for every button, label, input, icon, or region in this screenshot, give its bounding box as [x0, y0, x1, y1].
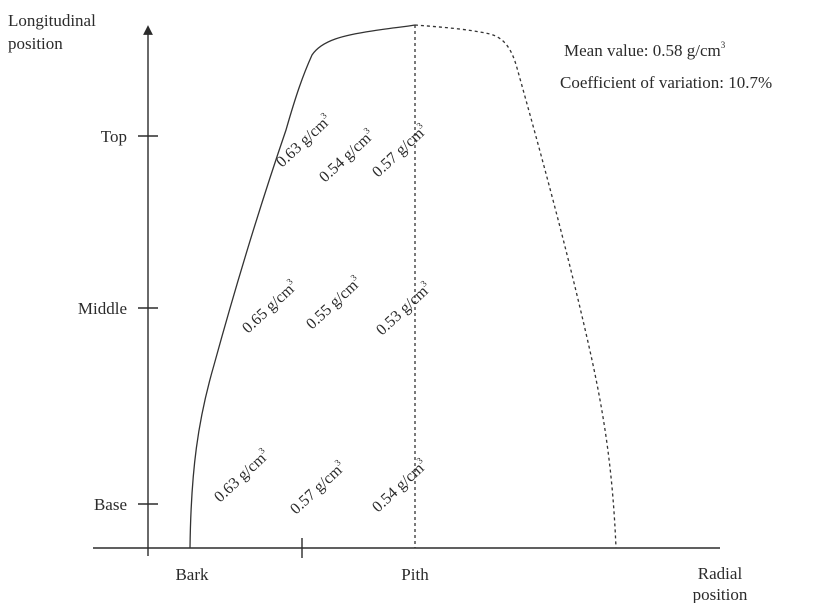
x-tick-label-bark: Bark — [175, 565, 209, 584]
density-label-base-middle: 0.57 g/cm3 — [286, 457, 349, 518]
x-tick-label-pith: Pith — [401, 565, 429, 584]
y-tick-label-top: Top — [101, 127, 127, 146]
y-tick-label-middle: Middle — [78, 299, 127, 318]
mean-value-label: Mean value: 0.58 g/cm3 — [564, 40, 726, 60]
x-axis-title-line1: Radial — [698, 564, 743, 583]
density-label-middle-bark: 0.65 g/cm3 — [238, 276, 301, 337]
density-label-middle-pith: 0.53 g/cm3 — [372, 278, 435, 339]
stem-outline-mirror — [414, 24, 617, 549]
y-axis-title-line1: Longitudinal — [8, 11, 96, 30]
density-label-base-pith: 0.54 g/cm3 — [368, 455, 431, 516]
density-label-middle-middle: 0.55 g/cm3 — [302, 272, 365, 333]
density-label-base-bark: 0.63 g/cm3 — [210, 445, 273, 506]
x-axis-title-line2: position — [693, 585, 748, 603]
stem-outline-bark-side — [189, 24, 416, 549]
y-axis-title-line2: position — [8, 34, 63, 53]
density-label-top-pith: 0.57 g/cm3 — [368, 120, 431, 181]
density-label-top-bark: 0.63 g/cm3 — [272, 110, 335, 171]
y-tick-label-base: Base — [94, 495, 127, 514]
density-label-top-middle: 0.54 g/cm3 — [315, 125, 378, 186]
coefficient-of-variation-label: Coefficient of variation: 10.7% — [560, 73, 772, 92]
